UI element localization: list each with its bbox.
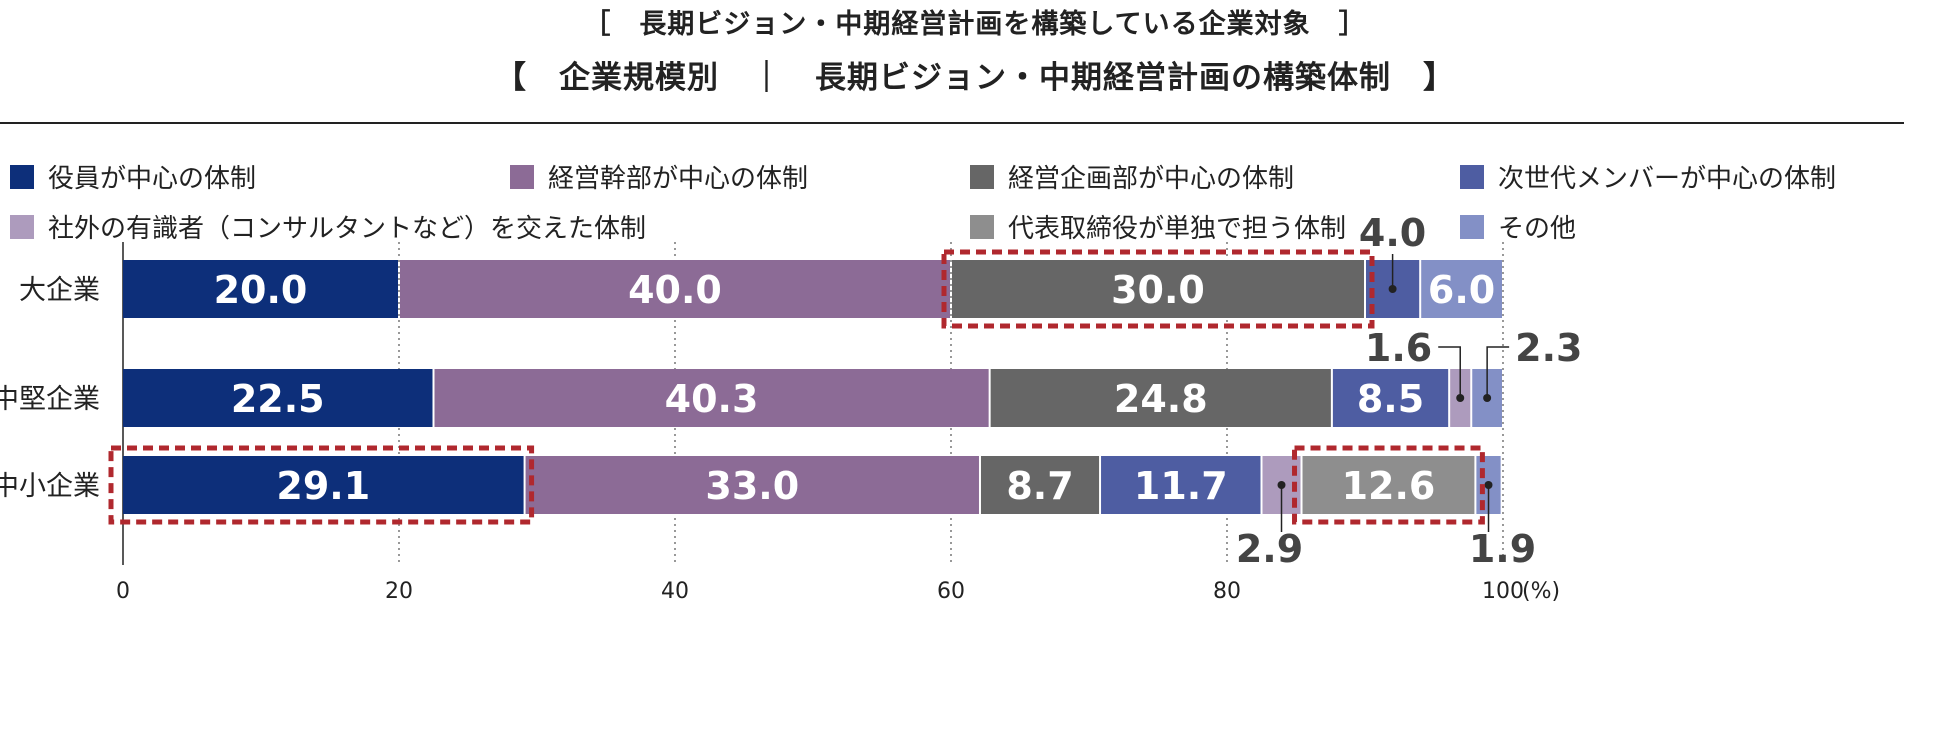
data-label-3-series-2: 33.0	[705, 464, 799, 508]
data-label-2-series-2: 40.3	[665, 377, 759, 421]
bar-1-series-4	[1366, 260, 1420, 318]
callout-line-2-series-7	[1486, 346, 1510, 398]
chart-title-line1: ［ 長期ビジョン・中期経営計画を構築している企業対象 ］	[583, 9, 1367, 40]
bar-3-series-3	[980, 456, 1100, 514]
bar-2-series-2	[434, 369, 989, 427]
legend-label: 役員が中心の体制	[48, 164, 257, 194]
bar-3-series-5	[1262, 456, 1301, 514]
legend-item-series-5: 社外の有識者（コンサルタントなど）を交えた体制	[10, 208, 646, 245]
bar-3-series-7	[1476, 456, 1501, 514]
legend: 役員が中心の体制 経営幹部が中心の体制 経営企画部が中心の体制 次世代メンバーが中心の…	[10, 158, 1940, 248]
title-divider	[0, 122, 1904, 124]
legend-item-series-6: 代表取締役が単独で担う体制	[970, 208, 1346, 245]
legend-item-series-3: 経営企画部が中心の体制	[970, 158, 1294, 195]
bar-2-series-5	[1450, 369, 1471, 427]
data-label-3-series-7: 1.9	[1469, 527, 1536, 571]
bar-1-series-7	[1421, 260, 1502, 318]
data-label-1-series-3: 30.0	[1111, 268, 1205, 312]
legend-swatch	[970, 164, 994, 189]
data-label-2-series-3: 24.8	[1114, 377, 1208, 421]
data-label-1-series-7: 6.0	[1428, 268, 1495, 312]
bar-1-series-1	[123, 260, 398, 318]
bar-3-series-2	[525, 456, 979, 514]
bar-1-series-3	[952, 260, 1364, 318]
legend-item-series-7: その他	[1460, 208, 1576, 245]
callout-dot-1-series-4	[1388, 285, 1397, 293]
legend-swatch	[1460, 164, 1484, 189]
bar-2-series-4	[1332, 369, 1449, 427]
bar-2-series-1	[123, 369, 433, 427]
bar-3-series-1	[123, 456, 524, 514]
category-label-2: 中堅企業	[0, 384, 100, 415]
highlight-box-3	[1292, 445, 1485, 525]
legend-swatch	[10, 214, 34, 239]
data-label-1-series-1: 20.0	[214, 268, 308, 312]
legend-label: 次世代メンバーが中心の体制	[1498, 164, 1837, 194]
legend-label: 経営企画部が中心の体制	[1008, 164, 1295, 194]
callout-dot-3-series-5	[1277, 481, 1286, 489]
chart-title-line2: 【 企業規模別 ｜ 長期ビジョン・中期経営計画の構築体制 】	[495, 60, 1455, 96]
callout-dot-2-series-7	[1483, 394, 1492, 402]
data-label-2-series-1: 22.5	[231, 377, 325, 421]
x-tick-label-0: 0	[116, 579, 130, 604]
category-label-1: 大企業	[19, 275, 100, 306]
x-tick-label-40: 40	[661, 579, 689, 604]
highlight-box-1	[941, 249, 1375, 329]
x-tick-label-60: 60	[937, 579, 965, 604]
bar-2-series-3	[990, 369, 1331, 427]
x-tick-label-100: 100	[1482, 579, 1524, 604]
bar-3-series-6	[1302, 456, 1475, 514]
legend-item-series-2: 経営幹部が中心の体制	[510, 158, 808, 195]
callout-dot-2-series-5	[1456, 394, 1465, 402]
legend-label: 代表取締役が単独で担う体制	[1008, 214, 1347, 244]
legend-swatch	[10, 164, 34, 189]
callout-dot-3-series-7	[1484, 481, 1493, 489]
highlight-box-2	[108, 445, 535, 525]
bar-1-series-2	[400, 260, 950, 318]
data-label-1-series-2: 40.0	[628, 268, 722, 312]
category-label-3: 中小企業	[0, 471, 100, 502]
data-label-2-series-4: 8.5	[1357, 377, 1424, 421]
data-label-2-series-7: 2.3	[1515, 326, 1582, 370]
legend-swatch	[970, 214, 994, 239]
legend-label: 経営幹部が中心の体制	[548, 164, 809, 194]
bar-3-series-4	[1101, 456, 1261, 514]
legend-item-series-4: 次世代メンバーが中心の体制	[1460, 158, 1836, 195]
x-tick-label-80: 80	[1213, 579, 1241, 604]
data-label-3-series-1: 29.1	[276, 464, 370, 508]
callout-line-2-series-5	[1438, 346, 1461, 398]
data-label-2-series-5: 1.6	[1365, 326, 1432, 370]
legend-label: その他	[1498, 214, 1577, 244]
legend-swatch	[510, 164, 534, 189]
legend-swatch	[1460, 214, 1484, 239]
data-label-3-series-6: 12.6	[1342, 464, 1436, 508]
x-tick-label-20: 20	[385, 579, 413, 604]
legend-label: 社外の有識者（コンサルタントなど）を交えた体制	[48, 214, 647, 244]
data-label-3-series-3: 8.7	[1006, 464, 1073, 508]
data-label-3-series-4: 11.7	[1134, 464, 1228, 508]
data-label-3-series-5: 2.9	[1236, 527, 1303, 571]
bar-2-series-7	[1472, 369, 1502, 427]
legend-item-series-1: 役員が中心の体制	[10, 158, 256, 195]
x-unit-label: (%)	[1522, 579, 1560, 604]
